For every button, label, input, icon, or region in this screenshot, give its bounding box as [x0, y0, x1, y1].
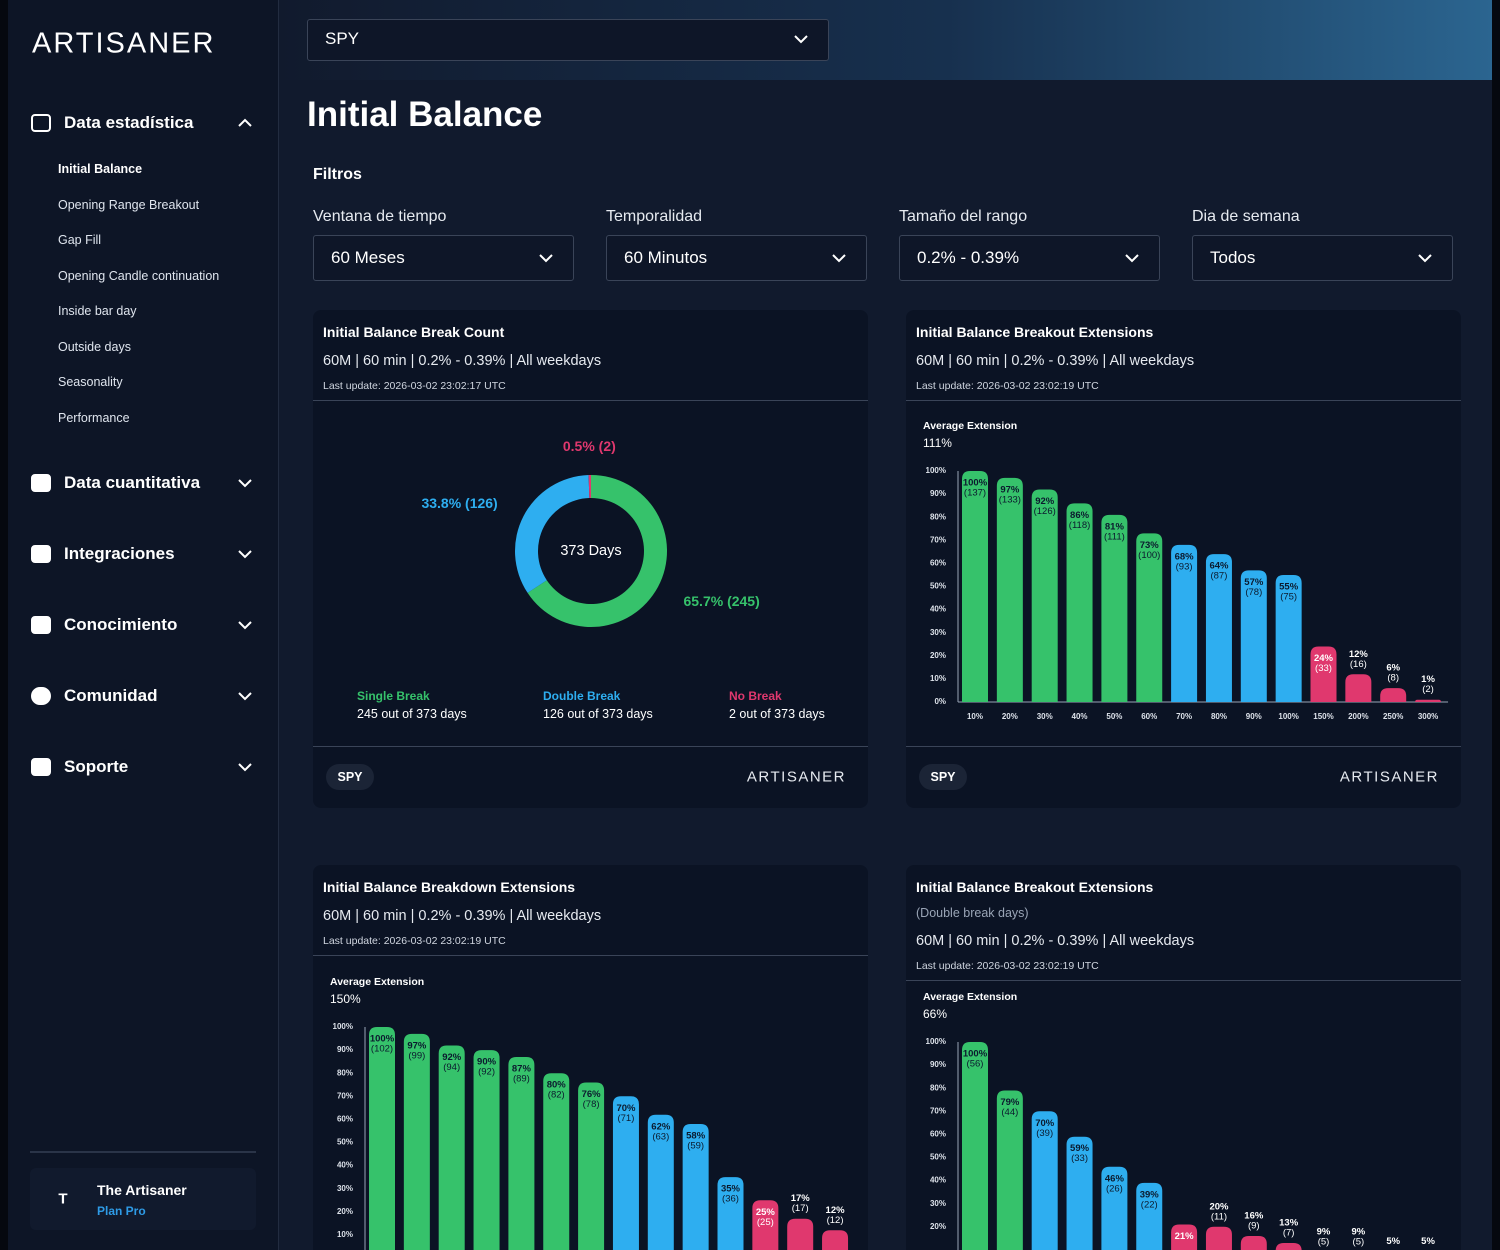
filter-select[interactable] — [899, 235, 1160, 281]
nav-item[interactable]: Opening Candle continuation — [58, 268, 220, 283]
legend-detail: 2 out of 373 days — [729, 707, 825, 721]
avg-value: 66% — [923, 1007, 948, 1021]
card-divider — [313, 746, 868, 747]
filters-title: Filtros — [313, 166, 362, 183]
pie-label: 65.7% (245) — [683, 592, 760, 609]
legend-detail: 245 out of 373 days — [357, 707, 467, 721]
card-divider — [313, 955, 868, 956]
card-divider — [906, 400, 1461, 401]
avg-label: Average Extension — [923, 991, 1018, 1003]
nav-item[interactable]: Opening Range Breakout — [58, 197, 200, 212]
footer-tag: SPY — [337, 770, 363, 784]
footer-tag: SPY — [930, 770, 956, 784]
nav-item[interactable]: Initial Balance — [58, 162, 143, 176]
pie-label: 33.8% (126) — [421, 494, 498, 511]
card-updated: Last update: 2026-03-02 23:02:19 UTC — [916, 380, 1099, 392]
nav-item[interactable]: Seasonality — [58, 375, 123, 389]
nav-section[interactable]: Soporte — [64, 757, 129, 776]
filter-label: Temporalidad — [606, 208, 703, 225]
nav-section[interactable]: Data cuantitativa — [64, 473, 201, 492]
footer-brand: ARTISANER — [746, 768, 846, 786]
filter-value[interactable]: 60 Minutos — [624, 248, 708, 267]
avg-label: Average Extension — [330, 976, 425, 988]
avg-label: Average Extension — [923, 420, 1018, 432]
legend-label: Single Break — [357, 689, 430, 703]
filter-value[interactable]: Todos — [1210, 248, 1256, 267]
card-subtitle: 60M | 60 min | 0.2% - 0.39% | All weekda… — [916, 353, 1195, 369]
legend-label: Double Break — [543, 689, 621, 703]
card-divider — [313, 400, 868, 401]
card-subtitle: 60M | 60 min | 0.2% - 0.39% | All weekda… — [323, 353, 602, 369]
card-updated: Last update: 2026-03-02 23:02:19 UTC — [916, 960, 1099, 972]
card-title: Initial Balance Break Count — [323, 324, 505, 340]
user-plan: Plan Pro — [97, 1204, 146, 1218]
legend-label: No Break — [729, 689, 782, 703]
filter-value[interactable]: 0.2% - 0.39% — [917, 248, 1020, 267]
card-subtitle: 60M | 60 min | 0.2% - 0.39% | All weekda… — [323, 908, 602, 924]
card-updated: Last update: 2026-03-02 23:02:17 UTC — [323, 380, 506, 392]
card-title: Initial Balance Breakout Extensions — [916, 879, 1154, 895]
pie-label: 0.5% (2) — [562, 438, 616, 454]
filter-label: Dia de semana — [1192, 208, 1300, 225]
card-title: Initial Balance Breakdown Extensions — [323, 879, 576, 895]
filter-select[interactable] — [1192, 235, 1453, 281]
filter-value[interactable]: 60 Meses — [331, 248, 405, 267]
right-edge — [1492, 0, 1500, 1250]
filter-select[interactable] — [313, 235, 574, 281]
footer-brand: ARTISANER — [1339, 768, 1439, 786]
nav-section[interactable]: Comunidad — [64, 686, 158, 705]
avg-value: 150% — [330, 992, 361, 1006]
card-divider — [906, 746, 1461, 747]
page-title: Initial Balance — [307, 95, 543, 134]
sidebar — [8, 0, 279, 1250]
user-name: The Artisaner — [97, 1182, 187, 1198]
tag-pill — [919, 764, 967, 790]
pie-center-label: 373 Days — [560, 543, 622, 559]
nav-item[interactable]: Gap Fill — [58, 233, 102, 247]
nav-section[interactable]: Data estadística — [64, 113, 194, 132]
card-note: (Double break days) — [916, 906, 1029, 920]
avatar: T — [58, 1190, 68, 1208]
left-edge — [0, 0, 8, 1250]
nav-item[interactable]: Inside bar day — [58, 304, 137, 318]
nav-item[interactable]: Performance — [58, 410, 130, 425]
filter-label: Ventana de tiempo — [313, 208, 447, 225]
sidebar-divider — [30, 1151, 256, 1153]
filter-select[interactable] — [606, 235, 867, 281]
card-updated: Last update: 2026-03-02 23:02:19 UTC — [323, 935, 506, 947]
card — [906, 865, 1461, 1250]
tag-pill — [326, 764, 374, 790]
card-divider — [906, 980, 1461, 981]
ticker-value[interactable]: SPY — [325, 29, 360, 48]
ticker-select[interactable] — [307, 19, 829, 61]
legend-detail: 126 out of 373 days — [543, 707, 653, 721]
filter-label: Tamaño del rango — [899, 208, 1028, 225]
card-subtitle: 60M | 60 min | 0.2% - 0.39% | All weekda… — [916, 933, 1195, 949]
nav-section[interactable]: Integraciones — [64, 544, 175, 563]
logo: ARTISANER — [32, 27, 216, 60]
card-title: Initial Balance Breakout Extensions — [916, 324, 1154, 340]
user-box — [30, 1168, 256, 1230]
nav-section[interactable]: Conocimiento — [64, 615, 178, 634]
nav-item[interactable]: Outside days — [58, 339, 131, 354]
avg-value: 111% — [923, 436, 952, 450]
